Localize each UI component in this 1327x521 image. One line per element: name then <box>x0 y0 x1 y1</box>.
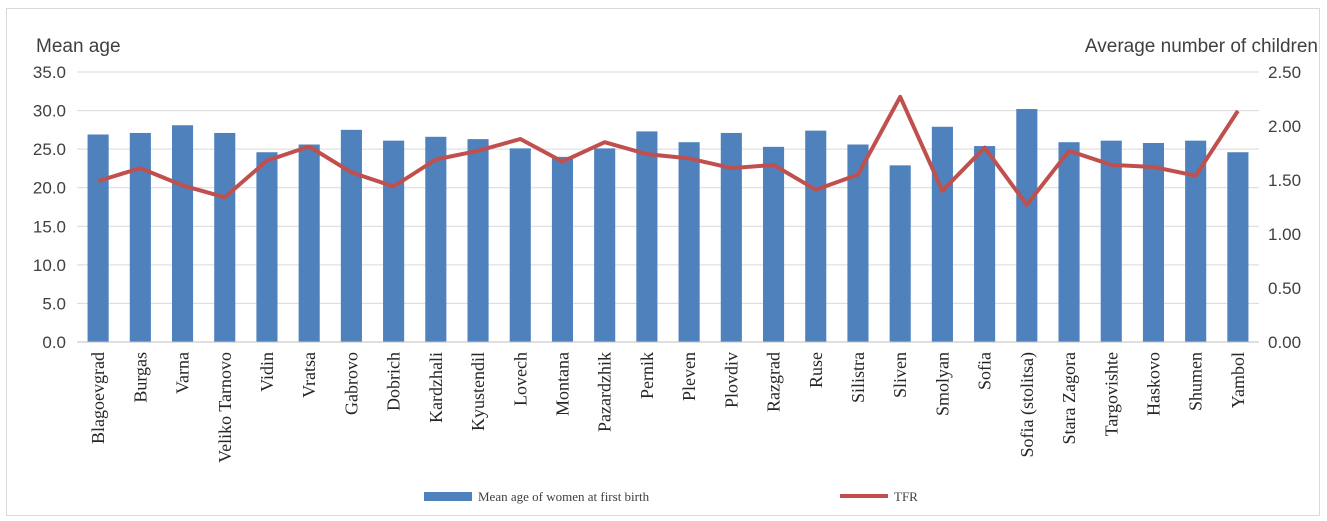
bar <box>425 136 447 342</box>
x-tick-label: Shumen <box>1186 352 1206 411</box>
bar <box>678 142 700 342</box>
x-tick-label: Pleven <box>679 352 699 401</box>
bar <box>594 148 616 342</box>
x-tick-label: Haskovo <box>1143 352 1163 416</box>
x-tick-label: Pazardzhik <box>595 352 615 432</box>
x-tick-label: Pernik <box>637 352 657 399</box>
x-tick-label: Vratsa <box>299 352 319 398</box>
bar <box>974 146 996 342</box>
legend-label-mean-age: Mean age of women at first birth <box>478 489 650 504</box>
y-left-tick-label: 25.0 <box>33 140 66 159</box>
bar <box>847 144 869 342</box>
y-left-tick-label: 15.0 <box>33 217 66 236</box>
y-right-tick-label: 0.50 <box>1268 279 1301 298</box>
bar <box>383 140 405 342</box>
legend-label-tfr: TFR <box>894 489 918 504</box>
bar <box>256 152 278 342</box>
bar <box>340 129 362 342</box>
x-tick-label: Sofia <box>975 352 995 390</box>
y-right-tick-label: 2.00 <box>1268 117 1301 136</box>
y-right-axis-label: Average number of children <box>1085 36 1318 57</box>
bar <box>551 156 574 342</box>
tfr-line <box>97 94 1240 207</box>
bar <box>1016 109 1038 343</box>
legend-swatch-mean-age <box>424 492 472 501</box>
x-tick-label: Plovdiv <box>721 352 741 408</box>
y-left-tick-label: 5.0 <box>42 294 66 313</box>
x-tick-label: Silistra <box>848 352 868 403</box>
bar <box>805 130 827 342</box>
bar <box>1227 152 1249 342</box>
bar <box>1185 140 1207 342</box>
bar <box>171 125 194 342</box>
bar <box>129 132 151 342</box>
bar <box>87 134 109 342</box>
x-tick-label: Montana <box>552 352 572 416</box>
x-tick-label: Varna <box>173 352 193 394</box>
x-tick-label: Targovishte <box>1101 352 1121 436</box>
x-tick-label: Stara Zagora <box>1059 352 1079 444</box>
y-right-tick-label: 1.00 <box>1268 225 1301 244</box>
y-right-tick-label: 1.50 <box>1268 171 1301 190</box>
x-tick-label: Gabrovo <box>341 352 361 415</box>
bar <box>509 148 531 342</box>
x-tick-label: Yambol <box>1228 352 1248 408</box>
bar <box>298 144 320 342</box>
bar <box>762 146 785 342</box>
bar <box>467 139 489 342</box>
x-tick-label: Dobrich <box>384 352 404 411</box>
x-tick-label: Kardzhali <box>426 352 446 423</box>
bar <box>1100 140 1122 342</box>
y-left-tick-label: 10.0 <box>33 256 66 275</box>
bar <box>214 132 236 342</box>
x-tick-label: Sofia (stolitsa) <box>1017 352 1038 458</box>
x-tick-label: Veliko Tarnovo <box>215 352 235 463</box>
y-right-tick-label: 2.50 <box>1268 63 1301 82</box>
x-tick-label: Lovech <box>510 352 530 406</box>
y-right-tick-label: 0.00 <box>1268 333 1301 352</box>
bar <box>931 126 953 343</box>
y-left-axis-label: Mean age <box>36 36 121 57</box>
x-tick-label: Kyustendil <box>468 352 488 431</box>
y-left-tick-label: 0.0 <box>42 333 66 352</box>
bar <box>636 131 658 342</box>
x-tick-label: Blagoevgrad <box>88 352 108 444</box>
x-tick-label: Vidin <box>257 352 277 392</box>
y-left-tick-label: 35.0 <box>33 63 66 82</box>
x-tick-label: Ruse <box>806 352 826 388</box>
bar <box>1058 142 1080 342</box>
y-left-tick-label: 20.0 <box>33 179 66 198</box>
x-tick-label: Burgas <box>130 352 150 403</box>
bar <box>889 165 911 342</box>
bar <box>1142 142 1165 342</box>
bar <box>720 132 742 342</box>
x-tick-label: Razgrad <box>764 352 784 412</box>
x-tick-label: Smolyan <box>932 352 952 416</box>
y-left-tick-label: 30.0 <box>33 102 66 121</box>
x-tick-label: Sliven <box>890 352 910 398</box>
